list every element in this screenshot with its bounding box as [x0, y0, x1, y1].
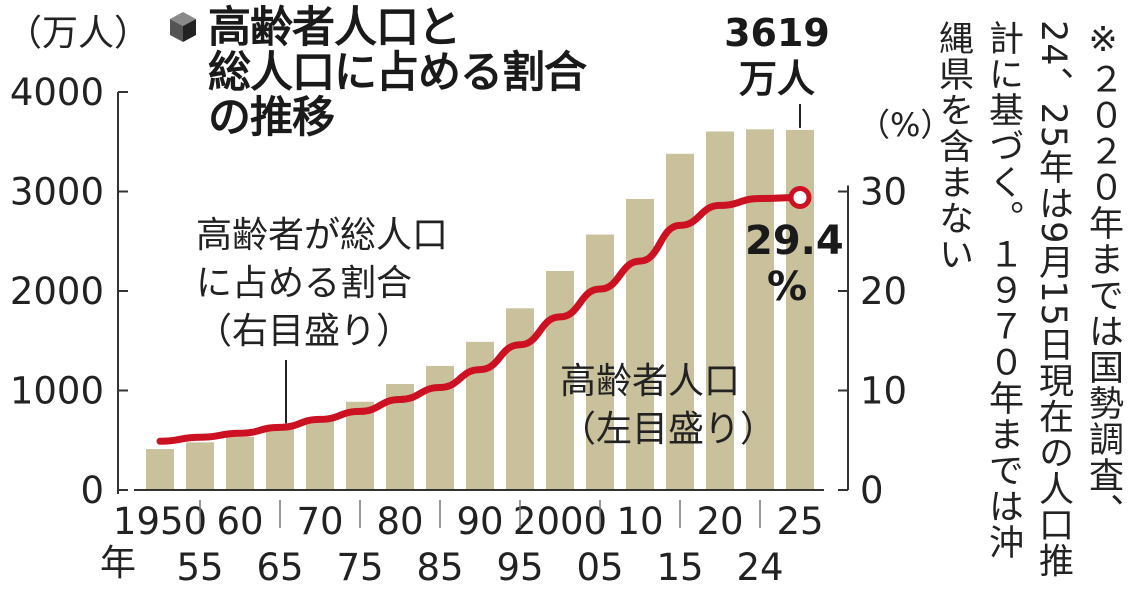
annotation-line: に占める割合 — [196, 263, 413, 304]
population-bar — [506, 308, 534, 490]
left-axis-tick-label: 3000 — [10, 171, 104, 214]
population-bar — [666, 153, 694, 491]
x-axis-tick-label: 15 — [656, 546, 703, 589]
x-axis-tick-label: 24 — [736, 546, 783, 589]
chart-title-line: 総人口に占める割合 — [208, 48, 587, 98]
left-axis-tick-label: 2000 — [10, 270, 104, 313]
annotation-line: 高齢者人口 — [560, 361, 741, 402]
right-axis-tick-label: 0 — [860, 469, 884, 512]
right-axis-ticks: 0 10 20 30 — [838, 171, 907, 512]
left-axis-unit: （万人） — [6, 13, 151, 54]
x-axis-tick-label: 75 — [336, 546, 383, 589]
population-bar — [626, 198, 654, 490]
rate-series-annotation: 高齢者が総人口 に占める割合 （右目盛り） — [196, 212, 448, 356]
x-axis-tick-label: 90 — [456, 500, 503, 543]
last-rate-unit: % — [766, 264, 808, 310]
annotation-line: 高齢者が総人口 — [196, 215, 449, 256]
x-axis-tick-label: 85 — [416, 546, 463, 589]
population-series-annotation: 高齢者人口 （左目盛り） — [560, 358, 776, 454]
x-axis-tick-label: 20 — [696, 500, 743, 543]
population-bar — [586, 234, 614, 490]
left-axis-ticks: 0 1000 2000 3000 4000 — [10, 71, 128, 512]
x-axis-tick-label: 70 — [296, 500, 343, 543]
population-bar — [706, 131, 734, 490]
population-bar — [266, 428, 294, 490]
population-bar — [546, 271, 574, 490]
x-axis-tick-label: 2000 — [513, 500, 607, 543]
population-bar — [146, 449, 174, 490]
population-bar — [226, 436, 254, 490]
left-axis-tick-label: 4000 — [10, 71, 104, 114]
left-axis-tick-label: 0 — [80, 469, 104, 512]
x-axis-tick-label: 1950 — [113, 500, 207, 543]
population-bar — [306, 417, 334, 490]
population-bar — [346, 401, 374, 490]
chart-title-line: 高齢者人口と — [208, 3, 461, 53]
right-axis-tick-label: 30 — [860, 171, 907, 214]
chart-title: 高齢者人口と 総人口に占める割合 の推移 — [208, 6, 708, 141]
annotation-line: （左目盛り） — [560, 409, 777, 450]
x-axis-tick-label: 10 — [616, 500, 663, 543]
x-axis-labels: 1950 60 70 80 90 2000 10 20 25 55 65 75 85 95 05 15 24 — [113, 489, 824, 589]
chart-title-line: の推移 — [208, 93, 335, 143]
x-axis-tick-label: 05 — [576, 546, 623, 589]
last-bar-value-label: 3619 万人 — [722, 10, 832, 102]
cube-icon — [170, 12, 196, 42]
population-bar — [746, 129, 774, 490]
x-axis-tick-label: 65 — [256, 546, 303, 589]
x-axis-tick-label: 60 — [216, 500, 263, 543]
x-axis-tick-label: 25 — [776, 500, 823, 543]
last-rate-value-label: 29.4 % — [745, 218, 844, 310]
rate-line — [156, 193, 804, 445]
population-bar — [186, 442, 214, 490]
last-bar-value: 3619 — [724, 11, 830, 55]
source-note: ※２０２０年までは国勢調査、24、25年は9月15日現在の人口推計に基づく。１９… — [933, 20, 1123, 579]
last-rate-value: 29.4 — [745, 218, 844, 264]
annotation-line: （右目盛り） — [196, 311, 413, 352]
left-axis-tick-label: 1000 — [10, 370, 104, 413]
x-axis-tick-label: 95 — [496, 546, 543, 589]
right-axis-tick-label: 20 — [860, 270, 907, 313]
x-axis-tick-label: 80 — [376, 500, 423, 543]
right-axis-unit: （%） — [858, 106, 953, 144]
right-axis-tick-label: 10 — [860, 370, 907, 413]
last-bar-unit: 万人 — [738, 57, 815, 101]
rate-end-marker — [788, 185, 812, 209]
x-axis-tick-label: 55 — [176, 546, 223, 589]
x-axis-year-unit: 年 — [100, 543, 137, 584]
